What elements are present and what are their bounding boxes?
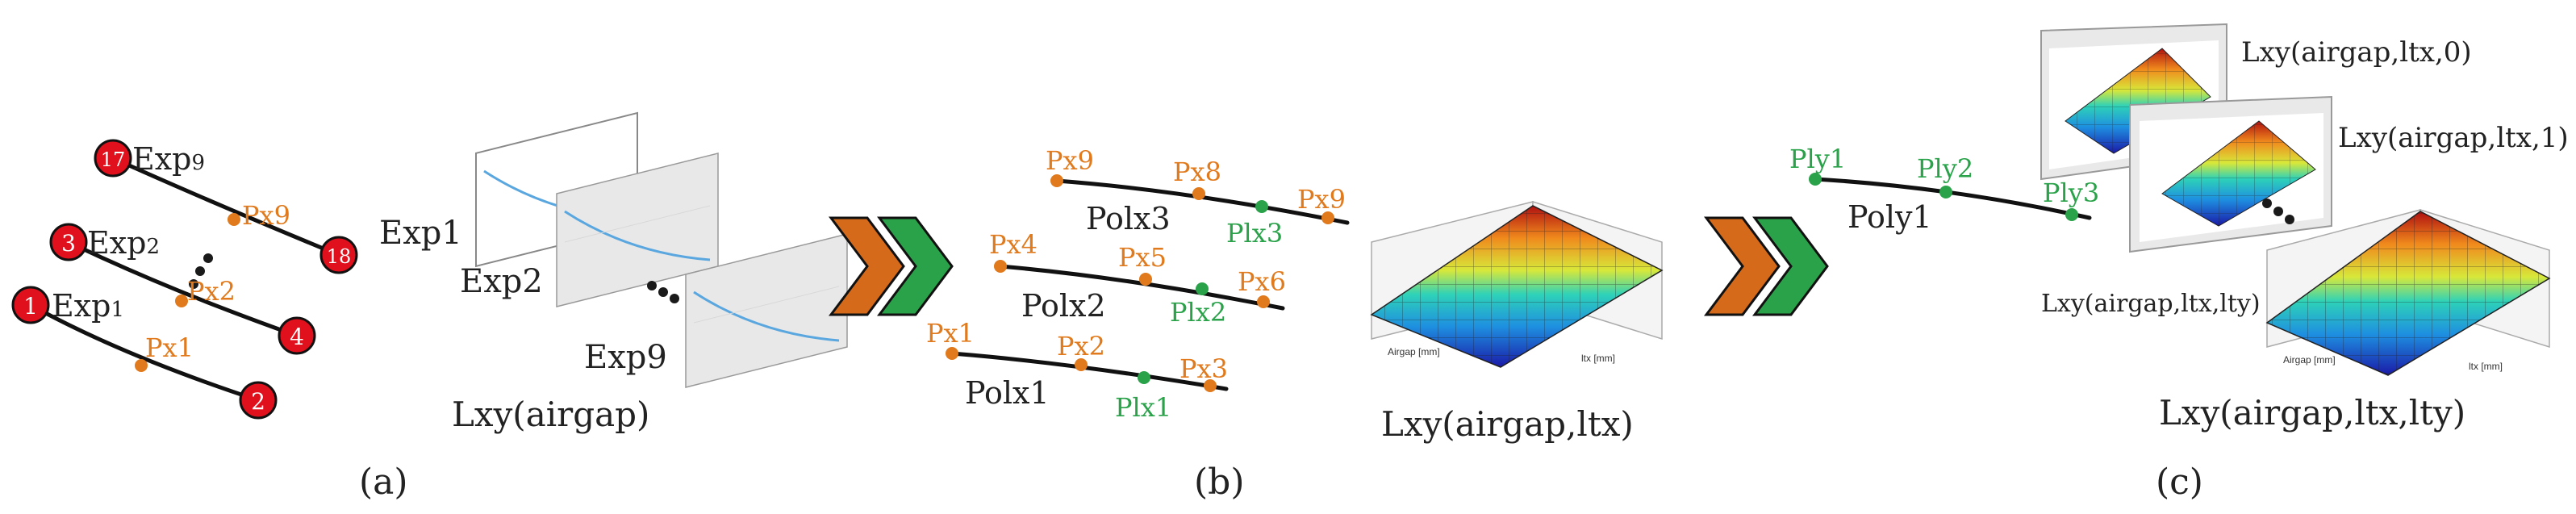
c-ply1-label: Ply1 [1789, 144, 1846, 174]
marker-1: 1 [11, 286, 50, 324]
polx3-label: Polx3 [1086, 201, 1171, 236]
b-px2-label: Px2 [1057, 331, 1105, 361]
c-ply3-point [2065, 208, 2078, 221]
panel-b: Polx1 Polx2 Polx3 Px1 Px2 Plx1 Px3 Px4 P… [926, 145, 1664, 503]
b-px1-point [946, 347, 958, 360]
chevron-arrows-1 [829, 216, 954, 316]
c-ellipsis-dot [2273, 207, 2283, 216]
polx2-curve [998, 264, 1285, 311]
exp2-curve [66, 240, 299, 338]
b-px5-point [1139, 273, 1152, 286]
poly1-label: Poly1 [1847, 199, 1932, 235]
stack-exp9-label: Exp9 [584, 339, 667, 376]
b-px7-point [1050, 174, 1063, 187]
b-px5-label: Px5 [1118, 242, 1167, 273]
marker-1-label: 1 [23, 293, 38, 320]
b-plx3-label: Plx3 [1226, 218, 1283, 249]
b-px8-label: Px8 [1173, 157, 1221, 187]
marker-2: 2 [239, 381, 278, 420]
b-plx2-point [1196, 282, 1209, 295]
polx1-label: Polx1 [965, 375, 1050, 411]
label-lxy-0: Lxy(airgap,ltx,0) [2241, 36, 2472, 69]
stack-exp2-label: Exp2 [460, 263, 543, 300]
label-lxy-lty: Lxy(airgap,ltx,lty) [2041, 290, 2261, 318]
surface-c-caption: Lxy(airgap,ltx,lty) [2159, 393, 2465, 433]
caption-a: (a) [359, 462, 408, 503]
marker-17-label: 17 [101, 148, 126, 171]
exp9-label: Exp9 [132, 141, 205, 177]
stack-ellipsis-dot [647, 281, 657, 290]
marker-3: 3 [49, 223, 88, 261]
panel-c: Ply1 Ply2 Ply3 Poly1 Airgap [mm [1789, 23, 2569, 503]
b-px9-label: Px9 [1297, 184, 1346, 215]
b-px2-point [1075, 358, 1088, 371]
c-ply3-label: Ply3 [2043, 178, 2099, 208]
px2-point [175, 295, 188, 307]
marker-2-label: 2 [251, 388, 265, 415]
b-plx3-point [1255, 200, 1268, 213]
surface-plot-c: Airgap [mm] ltx [mm] [2265, 208, 2551, 376]
exp1-curve [28, 303, 261, 403]
marker-4-label: 4 [290, 324, 304, 350]
surface-b-ylabel: ltx [mm] [1581, 353, 1615, 364]
stack-caption: Lxy(airgap) [452, 395, 649, 434]
c-ellipsis-dot [2285, 215, 2294, 224]
b-px1-label: Px1 [926, 318, 975, 349]
surface-b-xlabel: Airgap [mm] [1388, 346, 1440, 357]
ellipsis-dot [195, 266, 205, 276]
marker-3-label: 3 [61, 230, 76, 257]
c-ply1-point [1809, 173, 1822, 186]
marker-18-label: 18 [327, 245, 352, 268]
ellipsis-dot [203, 253, 213, 263]
b-plx1-label: Plx1 [1115, 392, 1171, 423]
surface-b-caption: Lxy(airgap,ltx) [1381, 404, 1634, 444]
b-px8-point [1192, 187, 1205, 200]
b-px7-label: Px9 [1046, 145, 1094, 176]
b-px4-point [994, 260, 1007, 273]
px1-point [135, 359, 148, 372]
c-ply2-point [1939, 186, 1952, 198]
px9-label: Px9 [242, 200, 290, 231]
caption-b: (b) [1194, 462, 1245, 503]
stacked-surface-1 [2129, 95, 2332, 253]
px2-label: Px2 [187, 276, 236, 307]
caption-c: (c) [2156, 462, 2203, 503]
surface-c-ylabel: ltx [mm] [2469, 361, 2503, 372]
b-px4-label: Px4 [989, 229, 1037, 260]
marker-4: 4 [278, 316, 316, 355]
exp1-label: Exp1 [52, 288, 124, 324]
exp9-curve [111, 156, 341, 257]
panel-a: 1 2 3 4 17 18 Exp1 Exp2 Exp9 Px1 Px2 [11, 111, 848, 503]
label-lxy-1: Lxy(airgap,ltx,1) [2338, 122, 2569, 154]
b-px3-point [1204, 379, 1217, 392]
c-ellipsis-dot [2262, 198, 2272, 208]
exp9-plot-panel [685, 233, 848, 388]
chevron-arrows-2 [1704, 216, 1829, 316]
marker-18: 18 [319, 236, 358, 274]
polx2-label: Polx2 [1021, 288, 1106, 324]
c-ply2-label: Ply2 [1917, 153, 1973, 184]
b-px3-label: Px3 [1179, 353, 1228, 384]
b-plx2-label: Plx2 [1170, 297, 1226, 328]
b-px9-point [1321, 211, 1334, 224]
poly1-curve [1813, 177, 2092, 220]
b-px6-point [1257, 295, 1270, 308]
stack-exp1-label: Exp1 [379, 215, 462, 252]
surface-plot-b: Airgap [mm] ltx [mm] [1370, 200, 1664, 368]
px1-label: Px1 [145, 332, 194, 363]
b-plx1-point [1138, 371, 1150, 384]
b-px6-label: Px6 [1238, 266, 1286, 297]
stack-ellipsis-dot [670, 294, 679, 303]
marker-17: 17 [94, 139, 132, 178]
stack-ellipsis-dot [658, 287, 668, 297]
ellipsis-dot [189, 279, 198, 289]
surface-c-xlabel: Airgap [mm] [2283, 354, 2336, 366]
exp2-label: Exp2 [87, 225, 160, 261]
px9-point [228, 213, 240, 226]
